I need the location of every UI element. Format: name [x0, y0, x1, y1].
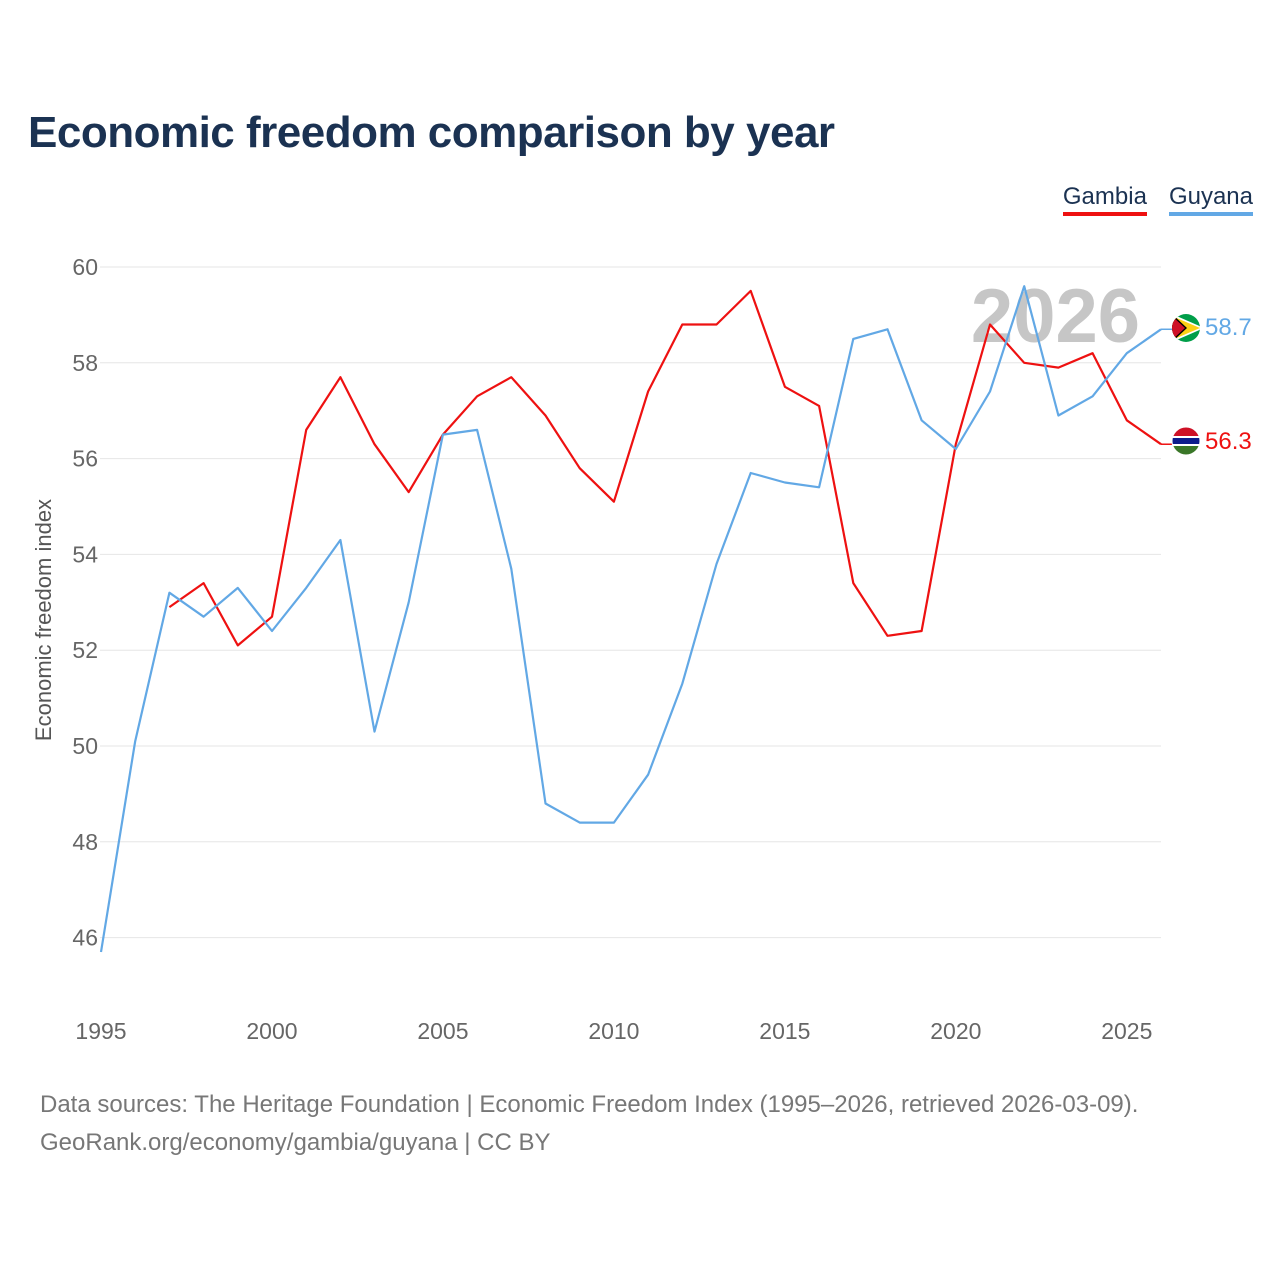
y-tick-label: 46: [72, 925, 98, 951]
legend: Gambia Guyana: [1062, 184, 1253, 216]
x-tick-label: 1995: [75, 1018, 126, 1044]
y-tick-label: 58: [72, 350, 98, 376]
x-tick-label: 2010: [588, 1018, 639, 1044]
line-chart: 2026 46 48 50 52 54 56 58 60 1995 2000 2005 2010 20…: [31, 254, 1252, 1044]
series: [99, 285, 1172, 953]
guyana-flag-icon: [1172, 314, 1200, 342]
y-tick-label: 50: [72, 733, 98, 759]
source-line: Data sources: The Heritage Foundation | …: [40, 1091, 1139, 1118]
y-tick-label: 54: [72, 541, 98, 567]
chart-title: Economic freedom comparison by year: [28, 108, 835, 157]
series-line-gambia[interactable]: [168, 289, 1162, 647]
x-tick-label: 2000: [246, 1018, 297, 1044]
y-axis: 46 48 50 52 54 56 58 60: [72, 254, 98, 951]
end-label-gambia: 56.3: [1205, 428, 1252, 455]
x-axis: 1995 2000 2005 2010 2015 2020 2025: [75, 1018, 1152, 1044]
gambia-flag-icon: [1172, 427, 1200, 455]
legend-item-gambia[interactable]: Gambia: [1062, 184, 1147, 216]
y-tick-label: 56: [72, 446, 98, 472]
gridlines: [100, 266, 1161, 939]
year-watermark: 2026: [971, 274, 1140, 359]
series-line-guyana[interactable]: [99, 285, 1162, 953]
x-tick-label: 2015: [759, 1018, 810, 1044]
y-tick-label: 60: [72, 254, 98, 280]
end-label-guyana: 58.7: [1205, 314, 1252, 341]
attribution-line[interactable]: GeoRank.org/economy/gambia/guyana | CC B…: [40, 1129, 551, 1156]
x-tick-label: 2025: [1101, 1018, 1152, 1044]
legend-item-guyana[interactable]: Guyana: [1168, 184, 1253, 216]
y-axis-label: Economic freedom index: [31, 499, 56, 741]
x-tick-label: 2020: [930, 1018, 981, 1044]
y-tick-label: 48: [72, 829, 98, 855]
x-tick-label: 2005: [417, 1018, 468, 1044]
y-tick-label: 52: [72, 637, 98, 663]
source-footer: Data sources: The Heritage Foundation | …: [40, 1086, 1138, 1162]
